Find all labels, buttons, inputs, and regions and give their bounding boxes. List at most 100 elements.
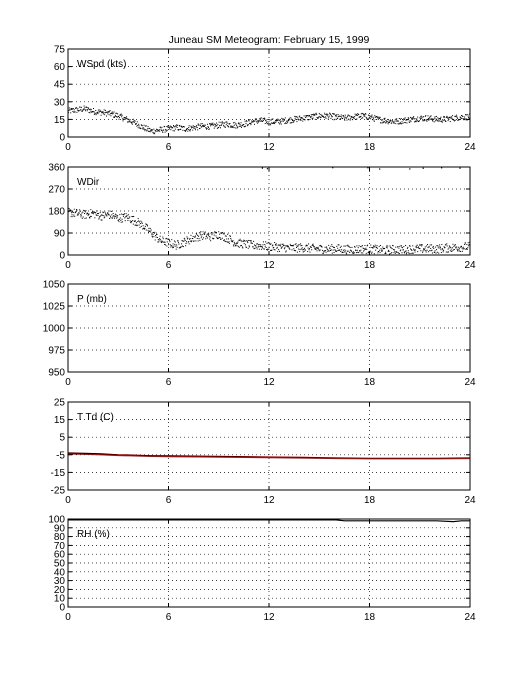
data-point bbox=[262, 241, 264, 243]
data-point bbox=[167, 126, 169, 128]
data-point bbox=[452, 243, 454, 245]
data-point bbox=[267, 248, 269, 250]
data-point bbox=[315, 247, 317, 249]
data-point bbox=[221, 123, 223, 125]
data-point bbox=[137, 218, 139, 220]
data-point bbox=[257, 244, 259, 246]
data-point bbox=[203, 233, 205, 235]
data-point bbox=[210, 240, 212, 242]
data-point bbox=[101, 214, 103, 216]
data-point bbox=[436, 245, 438, 247]
data-point bbox=[169, 128, 171, 130]
data-point bbox=[305, 245, 307, 247]
data-point bbox=[111, 112, 113, 114]
data-point bbox=[280, 121, 282, 123]
data-point bbox=[105, 214, 107, 216]
data-point bbox=[88, 109, 90, 111]
data-point bbox=[127, 121, 129, 123]
data-point bbox=[166, 126, 168, 128]
data-point bbox=[175, 125, 177, 127]
data-point bbox=[306, 245, 308, 247]
data-point bbox=[216, 127, 218, 129]
data-point bbox=[75, 107, 77, 109]
data-point bbox=[86, 110, 88, 112]
data-point bbox=[427, 244, 429, 246]
data-point bbox=[317, 246, 319, 248]
data-point bbox=[225, 121, 227, 123]
data-point bbox=[372, 247, 374, 249]
data-point bbox=[79, 209, 81, 211]
y-tick-label: 1000 bbox=[43, 324, 66, 335]
data-point bbox=[73, 208, 75, 210]
data-point bbox=[347, 245, 349, 247]
data-point bbox=[362, 247, 364, 249]
data-point bbox=[451, 118, 453, 120]
data-point bbox=[450, 247, 452, 249]
data-point bbox=[187, 130, 189, 132]
data-point bbox=[138, 125, 140, 127]
data-point bbox=[363, 115, 365, 117]
data-point bbox=[367, 114, 369, 116]
data-point bbox=[159, 130, 161, 132]
data-point bbox=[152, 131, 154, 133]
data-point bbox=[248, 120, 250, 122]
data-point bbox=[370, 118, 372, 120]
data-point bbox=[117, 215, 119, 217]
data-point bbox=[151, 130, 153, 132]
data-point bbox=[307, 119, 309, 121]
data-point bbox=[85, 217, 87, 219]
data-point bbox=[215, 231, 217, 233]
data-point bbox=[403, 118, 405, 120]
data-point bbox=[147, 126, 149, 128]
data-point bbox=[253, 244, 255, 246]
data-point bbox=[439, 117, 441, 119]
data-point bbox=[215, 125, 217, 127]
data-point bbox=[429, 244, 431, 246]
data-point bbox=[180, 246, 182, 248]
data-point bbox=[272, 121, 274, 123]
data-point bbox=[179, 125, 181, 127]
data-point bbox=[292, 120, 294, 122]
data-point bbox=[135, 222, 137, 224]
data-point bbox=[430, 250, 432, 252]
data-point bbox=[446, 116, 448, 118]
y-tick-label: 0 bbox=[59, 251, 65, 262]
data-point bbox=[343, 116, 345, 118]
data-point bbox=[147, 229, 149, 231]
data-point bbox=[300, 119, 302, 121]
data-point bbox=[207, 237, 209, 239]
data-point bbox=[226, 241, 228, 243]
data-point bbox=[428, 118, 430, 120]
x-tick-label: 12 bbox=[263, 377, 275, 388]
data-point bbox=[258, 120, 260, 122]
data-point bbox=[391, 252, 393, 254]
data-point bbox=[201, 235, 203, 237]
data-point bbox=[169, 244, 171, 246]
data-point bbox=[135, 224, 137, 226]
data-point bbox=[308, 249, 310, 251]
data-point bbox=[439, 247, 441, 249]
data-point bbox=[392, 121, 394, 123]
data-point bbox=[433, 118, 435, 120]
data-point bbox=[378, 251, 380, 253]
data-point bbox=[451, 251, 453, 253]
data-point bbox=[346, 116, 348, 118]
data-point bbox=[388, 120, 390, 122]
data-point bbox=[309, 251, 311, 253]
data-point bbox=[355, 252, 357, 254]
data-point bbox=[262, 120, 264, 122]
data-point bbox=[259, 120, 261, 122]
data-point bbox=[335, 114, 337, 116]
data-point bbox=[189, 130, 191, 132]
data-point bbox=[437, 247, 439, 249]
data-point bbox=[422, 251, 424, 253]
data-point bbox=[348, 246, 350, 248]
data-point bbox=[189, 238, 191, 240]
data-point bbox=[184, 239, 186, 241]
data-point bbox=[194, 235, 196, 237]
x-tick-label: 24 bbox=[464, 142, 476, 153]
data-point bbox=[272, 244, 274, 246]
data-point bbox=[393, 252, 395, 254]
data-point bbox=[248, 239, 250, 241]
